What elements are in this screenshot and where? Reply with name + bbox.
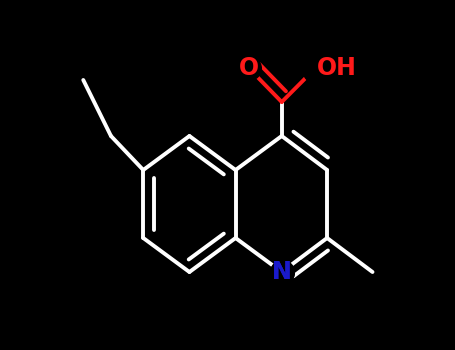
- Text: OH: OH: [317, 56, 357, 80]
- Text: N: N: [272, 260, 292, 284]
- Text: N: N: [272, 260, 292, 284]
- Text: O: O: [238, 56, 259, 80]
